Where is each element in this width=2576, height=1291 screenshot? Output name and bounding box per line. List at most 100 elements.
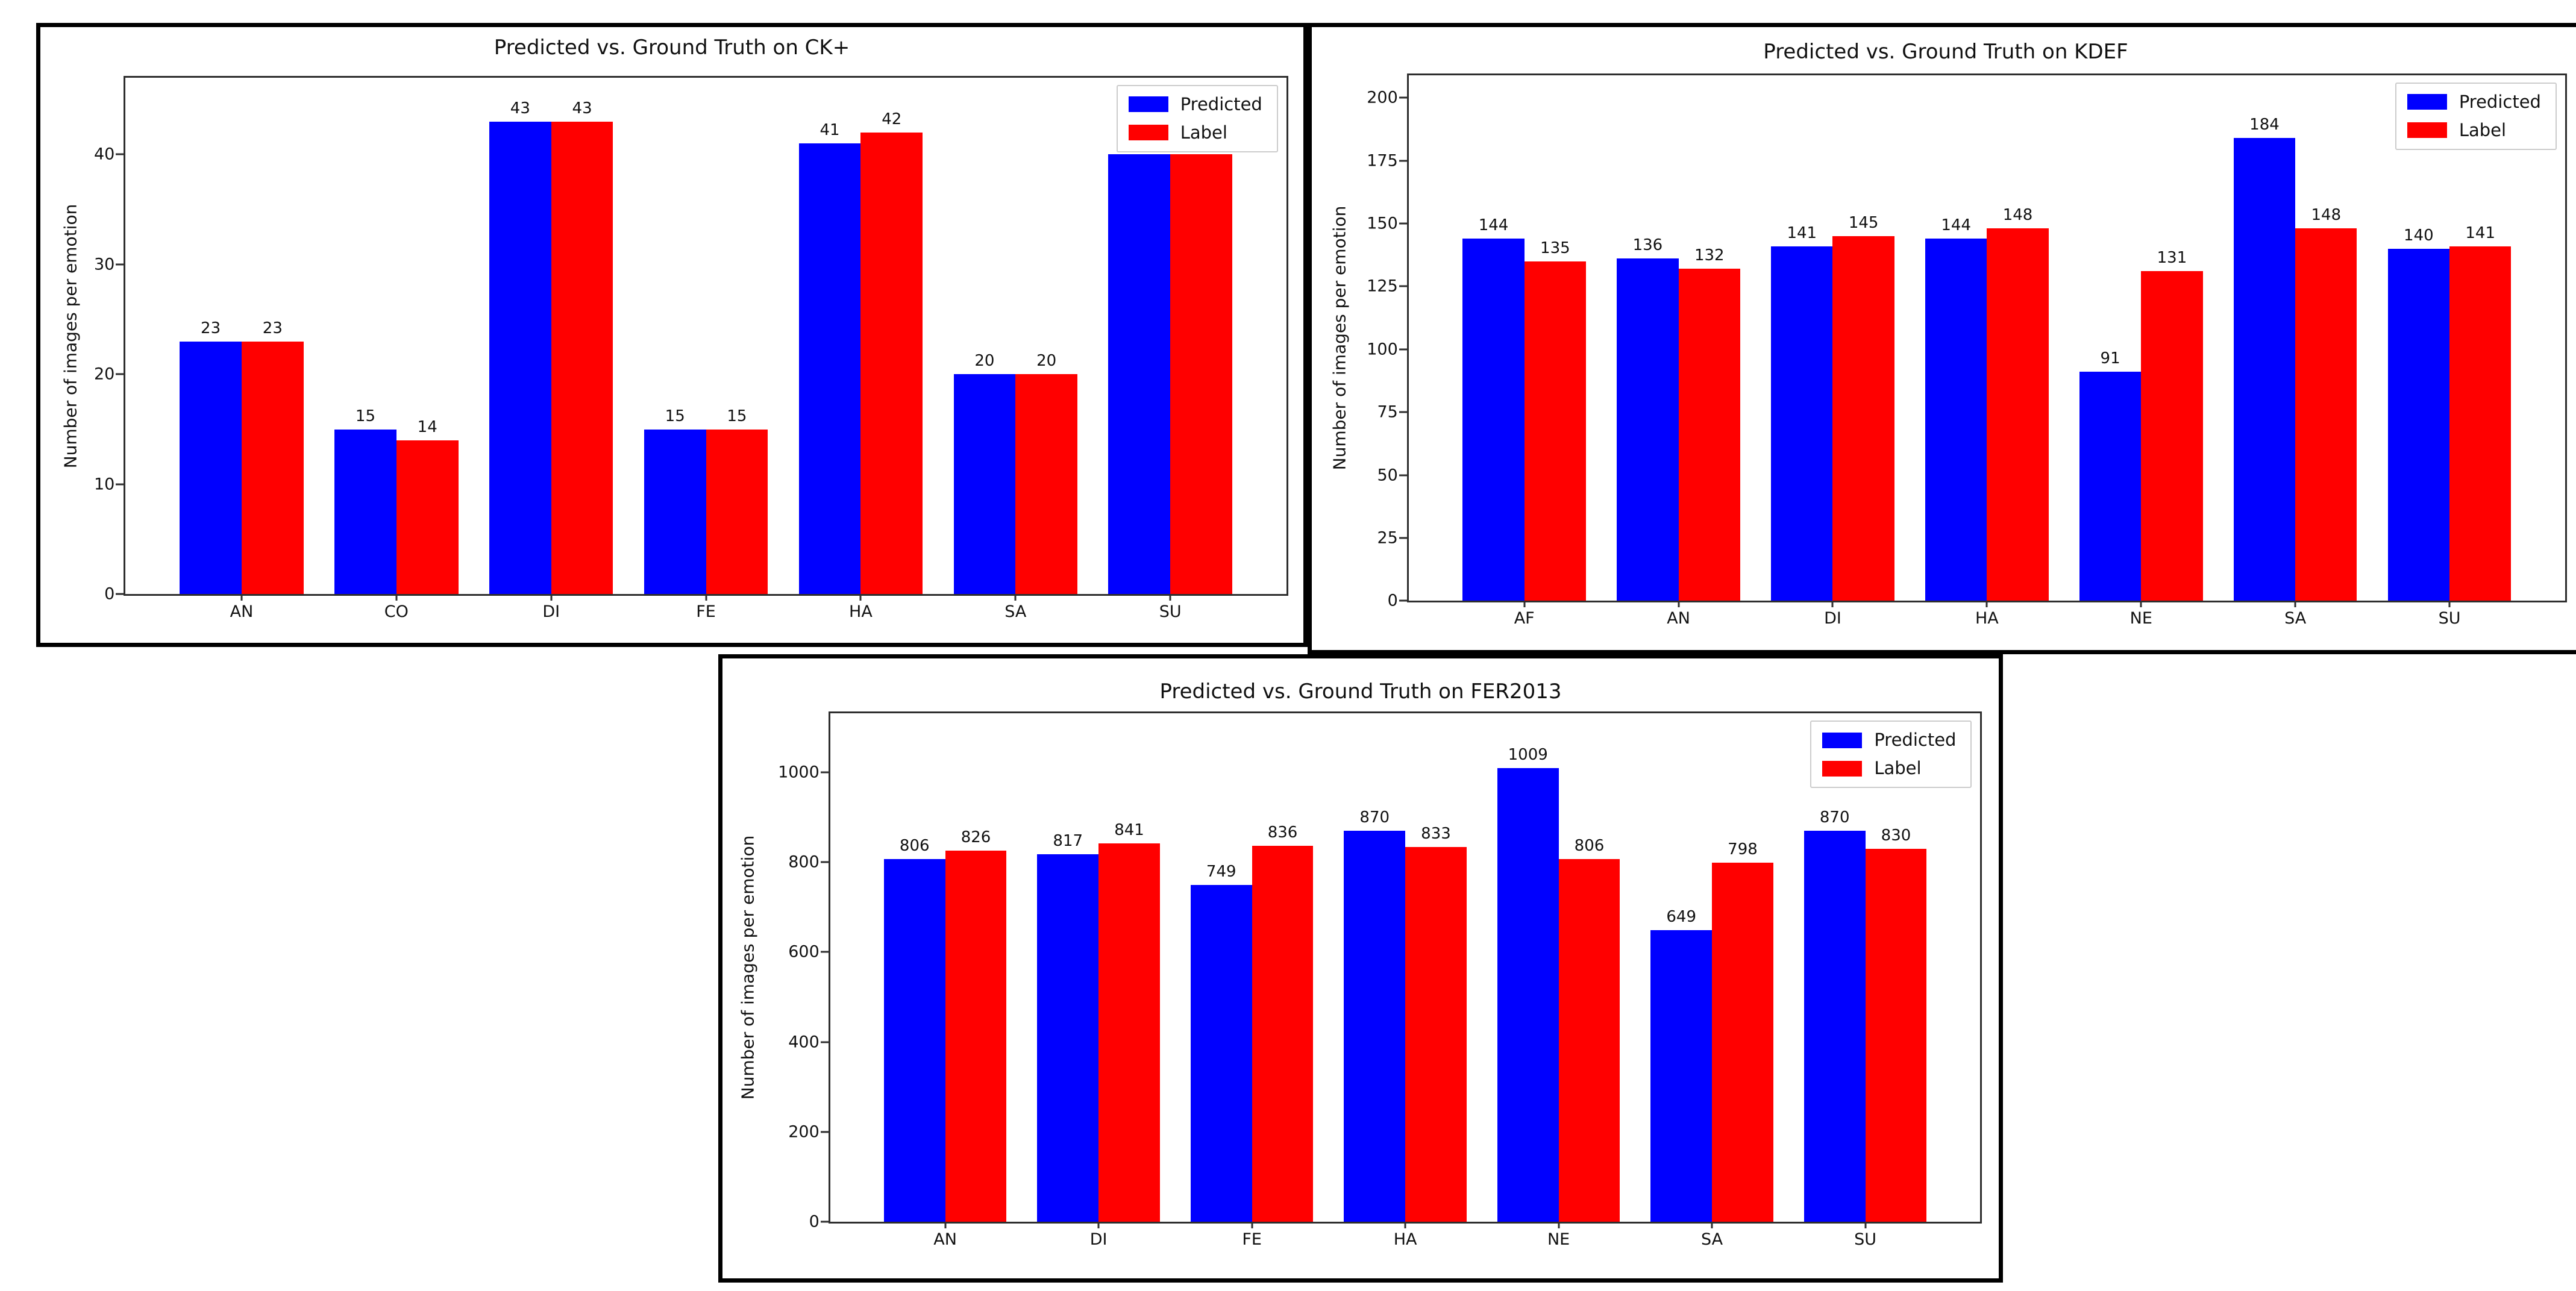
bar-predicted-HA — [1925, 239, 1987, 601]
y-tick-label: 0 — [104, 584, 115, 604]
y-axis-label: Number of images per emotion — [1329, 205, 1350, 470]
y-tick-label: 150 — [1367, 214, 1398, 233]
x-tick-mark — [1864, 1222, 1867, 1229]
bar-predicted-SA — [953, 374, 1016, 595]
bar-label-FE — [1252, 846, 1314, 1222]
bar-value-label: 132 — [1694, 246, 1725, 265]
bar-value-label: 184 — [2249, 115, 2280, 134]
y-tick-label: 40 — [93, 145, 115, 164]
y-tick-mark — [116, 263, 124, 266]
y-tick-mark — [116, 483, 124, 486]
bar-value-label: 870 — [1819, 808, 1850, 827]
bar-predicted-SU — [2387, 248, 2450, 601]
bar-value-label: 145 — [1848, 213, 1879, 232]
bar-label-SA — [2295, 228, 2357, 601]
x-tick-label: AN — [933, 1230, 957, 1249]
y-tick-mark — [1399, 474, 1407, 477]
bar-predicted-FE — [1190, 885, 1252, 1222]
chart-panel-kdef: Predicted vs. Ground Truth on KDEF Numbe… — [1308, 23, 2576, 654]
y-tick-label: 200 — [788, 1122, 819, 1142]
bar-label-SU — [1865, 848, 1927, 1222]
x-tick-mark — [1169, 594, 1171, 601]
chart-title: Predicted vs. Ground Truth on KDEF — [1763, 39, 2128, 64]
bar-label-SU — [1170, 154, 1232, 595]
x-tick-mark — [859, 594, 862, 601]
bar-label-HA — [1987, 228, 2049, 601]
y-tick-mark — [1399, 222, 1407, 225]
x-tick-label: FE — [696, 602, 716, 622]
y-tick-mark — [1399, 285, 1407, 287]
bar-value-label: 649 — [1666, 907, 1697, 926]
x-tick-mark — [1831, 601, 1834, 608]
y-axis-label: Number of images per emotion — [738, 836, 758, 1100]
bar-value-label: 141 — [2465, 224, 2496, 242]
x-tick-label: DI — [542, 602, 560, 622]
y-tick-label: 0 — [809, 1212, 819, 1231]
y-tick-label: 200 — [1367, 88, 1398, 107]
bar-label-DI — [1098, 843, 1160, 1222]
bar-value-label: 136 — [1632, 236, 1663, 255]
bar-label-SU — [2449, 246, 2512, 601]
bar-label-DI — [551, 121, 613, 595]
legend: Predicted Label — [2395, 82, 2557, 150]
bar-label-CO — [396, 440, 459, 595]
x-tick-label: SU — [1159, 602, 1182, 622]
chart-title: Predicted vs. Ground Truth on FER2013 — [1159, 679, 1562, 704]
x-tick-label: SU — [2438, 609, 2461, 628]
y-tick-mark — [1399, 411, 1407, 413]
bar-value-label: 20 — [1036, 352, 1057, 370]
y-tick-label: 0 — [1387, 591, 1398, 610]
plot-area: 0 25 50 75 100 125 150 175 200 AF 144 135 AN 136 132 DI… — [1367, 73, 2567, 627]
bar-label-FE — [706, 429, 768, 595]
bar-value-label: 826 — [961, 828, 991, 846]
plot-area: 0 200 400 600 800 1000 AN 806 826 DI 817 841 FE 749 83… — [778, 711, 1982, 1248]
legend: Predicted Label — [1810, 721, 1972, 789]
x-tick-mark — [240, 594, 243, 601]
x-tick-label: SA — [1004, 602, 1027, 622]
bar-value-label: 833 — [1421, 825, 1451, 843]
legend-swatch-predicted-icon — [1822, 732, 1863, 748]
bar-label-AN — [945, 850, 1007, 1222]
y-tick-label: 20 — [93, 364, 115, 384]
bar-predicted-DI — [1037, 854, 1099, 1222]
bar-value-label: 141 — [1787, 224, 1817, 242]
x-tick-label: HA — [1393, 1230, 1417, 1249]
bar-value-label: 41 — [819, 121, 840, 140]
bar-label-HA — [1405, 847, 1467, 1222]
legend-swatch-label-icon — [1822, 760, 1863, 777]
y-tick-mark — [820, 771, 829, 774]
legend-item-predicted: Predicted — [2407, 93, 2541, 111]
bar-predicted-AF — [1462, 239, 1525, 601]
bar-label-SA — [1015, 374, 1078, 595]
y-tick-mark — [820, 951, 829, 953]
bar-label-AN — [241, 341, 304, 595]
bar-value-label: 841 — [1114, 821, 1144, 840]
x-tick-mark — [1097, 1222, 1100, 1229]
bar-predicted-SA — [1650, 930, 1713, 1222]
bar-predicted-AN — [883, 859, 945, 1222]
bar-predicted-DI — [489, 121, 551, 595]
legend-label: Label — [2458, 119, 2507, 140]
legend-item-predicted: Predicted — [1822, 731, 1956, 749]
bar-label-AN — [1678, 269, 1740, 601]
bar-predicted-FE — [644, 429, 706, 595]
chart-title: Predicted vs. Ground Truth on CK+ — [494, 36, 850, 60]
x-tick-mark — [1523, 601, 1526, 608]
x-tick-label: NE — [2129, 609, 2152, 628]
x-tick-label: HA — [1975, 609, 1999, 628]
x-tick-label: FE — [1242, 1230, 1262, 1249]
x-tick-label: AN — [230, 602, 254, 622]
x-tick-mark — [1558, 1222, 1560, 1229]
legend-swatch-predicted-icon — [1128, 96, 1168, 113]
bar-value-label: 14 — [417, 417, 437, 436]
y-tick-mark — [116, 153, 124, 155]
x-tick-label: HA — [849, 602, 873, 622]
y-tick-label: 30 — [93, 255, 115, 274]
bar-predicted-HA — [1344, 830, 1406, 1222]
legend-label: Label — [1180, 122, 1227, 143]
bar-value-label: 148 — [2311, 206, 2342, 225]
bar-label-NE — [2141, 271, 2203, 601]
bar-predicted-CO — [334, 429, 396, 595]
bar-value-label: 817 — [1053, 832, 1083, 851]
bar-value-label: 144 — [1941, 216, 1972, 234]
